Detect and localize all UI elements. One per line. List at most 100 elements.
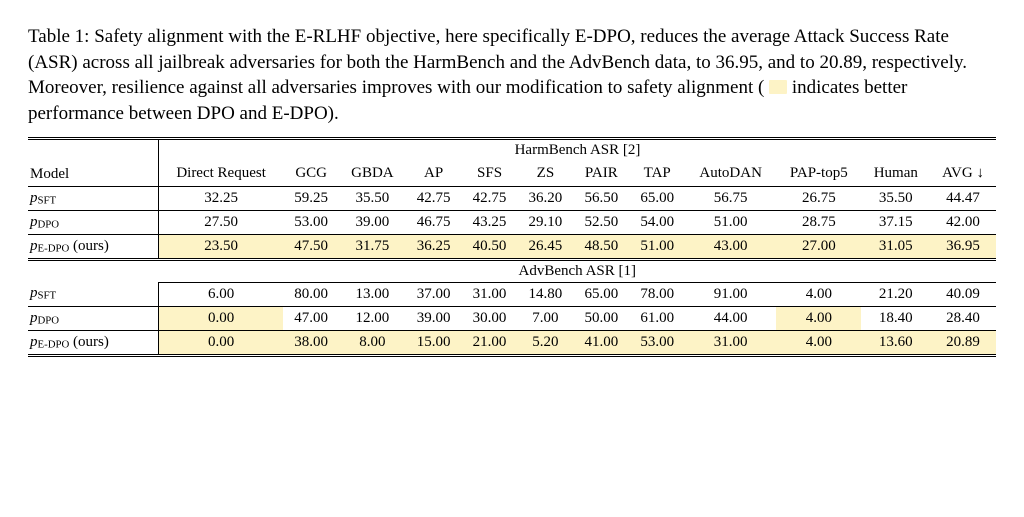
cell-value: 18.40 — [861, 306, 930, 330]
cell-value: 14.80 — [517, 282, 573, 306]
col-header: AutoDAN — [685, 161, 776, 187]
cell-value: 0.00 — [159, 306, 284, 330]
cell-value: 21.20 — [861, 282, 930, 306]
results-table: Model HarmBench ASR [2] Direct Request G… — [28, 137, 996, 357]
model-label: pDPO — [28, 210, 159, 234]
column-header-row: Direct Request GCG GBDA AP SFS ZS PAIR T… — [28, 161, 996, 187]
cell-value: 28.75 — [776, 210, 861, 234]
cell-value: 4.00 — [776, 306, 861, 330]
model-label: pSFT — [28, 186, 159, 210]
cell-avg: 36.95 — [930, 234, 996, 259]
model-label: pE-DPO (ours) — [28, 234, 159, 259]
cell-value: 36.20 — [517, 186, 573, 210]
cell-value: 36.25 — [406, 234, 462, 259]
table-caption: Table 1: Safety alignment with the E-RLH… — [28, 24, 996, 127]
cell-value: 29.10 — [517, 210, 573, 234]
cell-avg: 20.89 — [930, 330, 996, 355]
cell-value: 78.00 — [629, 282, 685, 306]
cell-value: 53.00 — [283, 210, 339, 234]
cell-value: 56.75 — [685, 186, 776, 210]
cell-value: 4.00 — [776, 282, 861, 306]
cell-value: 42.75 — [462, 186, 518, 210]
col-header: PAIR — [573, 161, 629, 187]
cell-value: 30.00 — [462, 306, 518, 330]
cell-value: 12.00 — [339, 306, 406, 330]
cell-value: 13.60 — [861, 330, 930, 355]
cell-value: 59.25 — [283, 186, 339, 210]
table-row: pE-DPO (ours)23.5047.5031.7536.2540.5026… — [28, 234, 996, 259]
cell-value: 5.20 — [517, 330, 573, 355]
cell-value: 65.00 — [573, 282, 629, 306]
cell-value: 39.00 — [406, 306, 462, 330]
cell-value: 37.15 — [861, 210, 930, 234]
col-header: ZS — [517, 161, 573, 187]
cell-value: 26.45 — [517, 234, 573, 259]
cell-value: 27.50 — [159, 210, 284, 234]
cell-avg: 40.09 — [930, 282, 996, 306]
cell-value: 8.00 — [339, 330, 406, 355]
col-header: AP — [406, 161, 462, 187]
table-row: pDPO0.0047.0012.0039.0030.007.0050.0061.… — [28, 306, 996, 330]
cell-value: 35.50 — [861, 186, 930, 210]
section-title-harmbench: HarmBench ASR [2] — [159, 138, 997, 161]
model-label: pDPO — [28, 306, 159, 330]
cell-value: 42.75 — [406, 186, 462, 210]
col-header: GBDA — [339, 161, 406, 187]
cell-value: 65.00 — [629, 186, 685, 210]
cell-value: 21.00 — [462, 330, 518, 355]
cell-value: 31.00 — [462, 282, 518, 306]
section-title-advbench: AdvBench ASR [1] — [159, 259, 997, 282]
cell-value: 44.00 — [685, 306, 776, 330]
cell-value: 51.00 — [629, 234, 685, 259]
cell-value: 38.00 — [283, 330, 339, 355]
cell-value: 80.00 — [283, 282, 339, 306]
col-header: PAP-top5 — [776, 161, 861, 187]
cell-value: 56.50 — [573, 186, 629, 210]
cell-value: 53.00 — [629, 330, 685, 355]
col-header-model: Model — [28, 138, 159, 186]
col-header: GCG — [283, 161, 339, 187]
model-label: pSFT — [28, 282, 159, 306]
cell-value: 7.00 — [517, 306, 573, 330]
table-row: pE-DPO (ours)0.0038.008.0015.0021.005.20… — [28, 330, 996, 355]
cell-avg: 44.47 — [930, 186, 996, 210]
cell-value: 54.00 — [629, 210, 685, 234]
cell-value: 47.00 — [283, 306, 339, 330]
highlight-swatch — [769, 80, 787, 94]
cell-value: 37.00 — [406, 282, 462, 306]
cell-value: 52.50 — [573, 210, 629, 234]
cell-avg: 28.40 — [930, 306, 996, 330]
col-header: Human — [861, 161, 930, 187]
cell-value: 6.00 — [159, 282, 284, 306]
model-label: pE-DPO (ours) — [28, 330, 159, 355]
cell-value: 31.05 — [861, 234, 930, 259]
cell-value: 32.25 — [159, 186, 284, 210]
cell-value: 39.00 — [339, 210, 406, 234]
cell-value: 43.25 — [462, 210, 518, 234]
col-header-avg: AVG ↓ — [930, 161, 996, 187]
cell-value: 27.00 — [776, 234, 861, 259]
col-header: TAP — [629, 161, 685, 187]
cell-value: 31.00 — [685, 330, 776, 355]
cell-value: 43.00 — [685, 234, 776, 259]
cell-avg: 42.00 — [930, 210, 996, 234]
cell-value: 23.50 — [159, 234, 284, 259]
cell-value: 4.00 — [776, 330, 861, 355]
cell-value: 51.00 — [685, 210, 776, 234]
table-row: pSFT6.0080.0013.0037.0031.0014.8065.0078… — [28, 282, 996, 306]
cell-value: 91.00 — [685, 282, 776, 306]
cell-value: 50.00 — [573, 306, 629, 330]
cell-value: 48.50 — [573, 234, 629, 259]
cell-value: 41.00 — [573, 330, 629, 355]
cell-value: 31.75 — [339, 234, 406, 259]
col-header: SFS — [462, 161, 518, 187]
table-row: pSFT32.2559.2535.5042.7542.7536.2056.506… — [28, 186, 996, 210]
col-header: Direct Request — [159, 161, 284, 187]
cell-value: 47.50 — [283, 234, 339, 259]
cell-value: 0.00 — [159, 330, 284, 355]
cell-value: 13.00 — [339, 282, 406, 306]
cell-value: 26.75 — [776, 186, 861, 210]
cell-value: 61.00 — [629, 306, 685, 330]
cell-value: 35.50 — [339, 186, 406, 210]
table-row: pDPO27.5053.0039.0046.7543.2529.1052.505… — [28, 210, 996, 234]
